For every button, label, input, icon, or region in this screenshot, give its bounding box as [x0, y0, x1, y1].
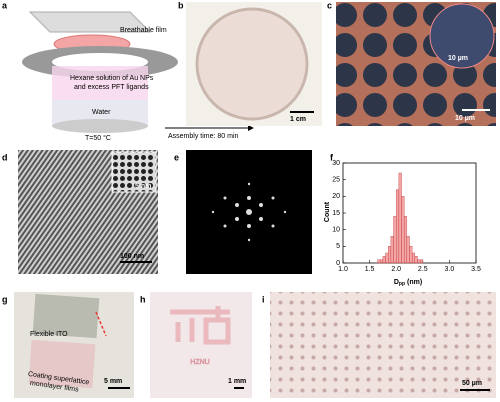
x-axis-label-main: D: [394, 279, 399, 286]
bar: [419, 259, 424, 264]
word: HZNU: [190, 359, 209, 366]
label: Hexane solution of Au NPs: [70, 75, 154, 82]
scale-label: 1 cm: [290, 116, 306, 123]
label: Assembly time: 80 min: [168, 133, 239, 140]
bar: [396, 189, 400, 264]
bar: [390, 236, 394, 264]
panel-letter: g: [2, 294, 8, 304]
x-axis-label-unit: (nm): [407, 279, 422, 286]
y-tick-label: 5: [336, 243, 340, 250]
label: T=50 °C: [85, 134, 111, 142]
x-axis-label: Dpp (nm): [394, 279, 422, 287]
ito-film: [32, 293, 100, 339]
y-tick-label: 30: [332, 160, 340, 167]
x-tick-label: 3.5: [471, 266, 481, 273]
fft-spots: [211, 182, 287, 242]
arrowhead: [248, 125, 254, 131]
label: Flexible ITO: [30, 331, 68, 338]
y-axis-label: Count: [324, 201, 331, 222]
bar: [388, 246, 392, 264]
scale-label: 50 µm: [462, 380, 482, 387]
characters: [170, 306, 231, 345]
scale-label: 100 nm: [120, 253, 144, 260]
panel-letter: f: [330, 152, 334, 162]
panel-letter: e: [174, 152, 179, 162]
x-tick-label: 3.0: [445, 266, 455, 273]
y-tick-label: 25: [332, 177, 340, 184]
scale-label: 10 µm: [448, 55, 468, 62]
bar: [380, 259, 384, 264]
panel-letter: a: [2, 0, 8, 10]
y-tick-label: 10: [332, 227, 340, 234]
bar: [377, 259, 381, 264]
bar: [414, 256, 418, 264]
bar: [393, 216, 397, 264]
panel-d: d 5 nm 100 nm: [2, 150, 158, 274]
bar: [406, 236, 410, 264]
scale-label: 10 µm: [455, 115, 475, 122]
panel-letter: i: [262, 294, 265, 304]
scale-label: 5 nm: [135, 183, 151, 190]
scale-label: 1 mm: [228, 378, 246, 385]
beaker-bottom: [52, 119, 148, 133]
panel-letter: b: [178, 0, 184, 10]
inset: [429, 3, 495, 69]
bar: [382, 256, 386, 264]
panel-i: i 50 µm: [262, 292, 496, 398]
x-axis-label-sub: pp: [399, 281, 405, 287]
micrograph: [270, 292, 496, 398]
coated-film: [28, 339, 96, 389]
bar: [401, 196, 405, 264]
film: [28, 11, 152, 33]
label: Breathable film: [120, 27, 167, 34]
x-tick-label: 2.0: [391, 266, 401, 273]
y-tick-label: 0: [336, 260, 340, 267]
bar: [403, 216, 408, 264]
label: Water: [92, 109, 111, 116]
panel-c: c 10 µm 10 µm: [327, 0, 496, 126]
panel-e: e: [174, 150, 312, 274]
arrow: [95, 311, 107, 337]
bar: [417, 259, 421, 264]
bar: [409, 246, 413, 264]
x-tick-label: 1.5: [365, 266, 375, 273]
y-tick-label: 20: [332, 193, 340, 200]
inset: [111, 151, 157, 193]
panel-b: b 1 cm: [178, 0, 322, 126]
bar: [398, 172, 402, 264]
panel-a: a Breathable film Hexane solution of Au …: [2, 0, 254, 142]
y-tick-label: 15: [332, 210, 340, 217]
scale-label: 5 mm: [104, 378, 122, 385]
panel-letter: d: [2, 152, 8, 162]
x-tick-label: 1.0: [338, 266, 348, 273]
label: and excess PFT ligands: [74, 84, 149, 91]
dish: [195, 7, 309, 121]
bar: [411, 252, 416, 264]
panel-f: f Count Dpp (nm) 0 5 10 15 20 25 30 1.0 1.5 2.0 2.5…: [324, 152, 481, 287]
bar: [385, 252, 389, 264]
x-tick-label: 2.5: [418, 266, 428, 273]
panel-g: g Flexible ITO Coating superlattice mono…: [2, 292, 134, 398]
panel-letter: h: [140, 294, 146, 304]
panel-letter: c: [327, 0, 332, 10]
panel-h: h HZNU 1 mm: [140, 292, 252, 398]
